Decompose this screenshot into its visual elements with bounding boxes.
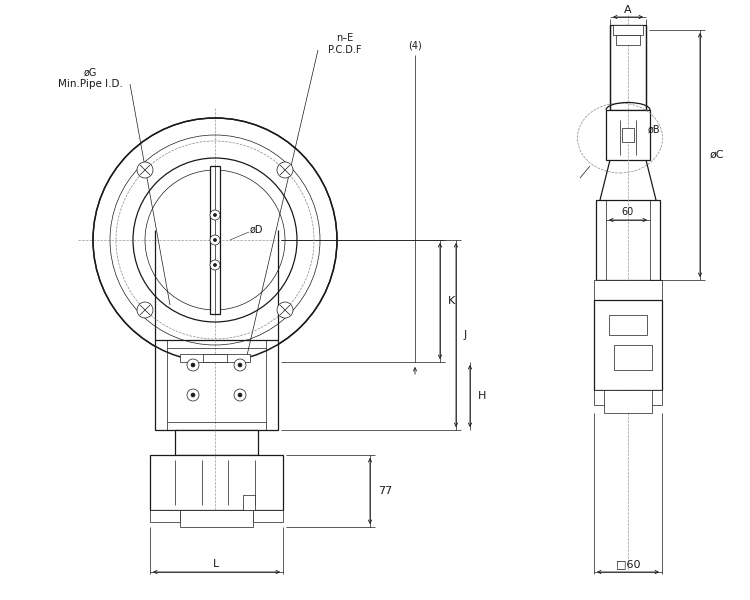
Text: n–E: n–E: [336, 33, 354, 43]
Circle shape: [93, 118, 337, 362]
Circle shape: [234, 389, 246, 401]
Bar: [210, 166, 220, 314]
Bar: [614, 345, 652, 370]
Bar: [606, 110, 650, 160]
Circle shape: [277, 302, 293, 318]
Bar: [596, 200, 660, 280]
Circle shape: [214, 263, 217, 266]
Circle shape: [191, 363, 195, 367]
Circle shape: [191, 393, 195, 397]
Bar: [622, 128, 634, 142]
Bar: [613, 25, 643, 35]
Bar: [203, 354, 227, 362]
Bar: [610, 25, 646, 110]
Bar: [180, 354, 250, 362]
Text: øB: øB: [648, 125, 661, 135]
Circle shape: [238, 363, 242, 367]
Bar: [243, 495, 255, 510]
Text: □60: □60: [616, 559, 640, 569]
Text: A: A: [624, 5, 632, 15]
Bar: [253, 510, 283, 522]
Circle shape: [210, 235, 220, 245]
Bar: [609, 315, 647, 335]
Bar: [594, 280, 662, 300]
Bar: [150, 455, 283, 510]
Bar: [150, 510, 180, 522]
Text: øD: øD: [250, 225, 263, 235]
Circle shape: [277, 162, 293, 178]
Circle shape: [234, 359, 246, 371]
Circle shape: [137, 162, 153, 178]
Bar: [594, 390, 619, 405]
Text: K: K: [448, 296, 455, 306]
Text: Min.Pipe I.D.: Min.Pipe I.D.: [58, 79, 122, 89]
Text: J: J: [464, 330, 467, 340]
Text: øC: øC: [710, 150, 724, 160]
Circle shape: [137, 302, 153, 318]
Text: 77: 77: [378, 486, 392, 496]
Bar: [604, 390, 652, 413]
Text: L: L: [213, 559, 220, 569]
Text: 60: 60: [622, 207, 634, 217]
Bar: [180, 510, 253, 527]
Text: (4): (4): [408, 40, 422, 50]
Circle shape: [210, 210, 220, 220]
Bar: [155, 340, 278, 430]
Circle shape: [214, 214, 217, 217]
Text: H: H: [478, 391, 486, 401]
Circle shape: [238, 393, 242, 397]
Circle shape: [210, 260, 220, 270]
Bar: [175, 430, 258, 455]
Bar: [594, 300, 662, 390]
Bar: [616, 35, 640, 45]
Circle shape: [187, 389, 199, 401]
Bar: [637, 390, 662, 405]
Text: P.C.D.F: P.C.D.F: [328, 45, 362, 55]
Circle shape: [214, 238, 217, 241]
Text: øG: øG: [83, 68, 97, 78]
Circle shape: [187, 359, 199, 371]
